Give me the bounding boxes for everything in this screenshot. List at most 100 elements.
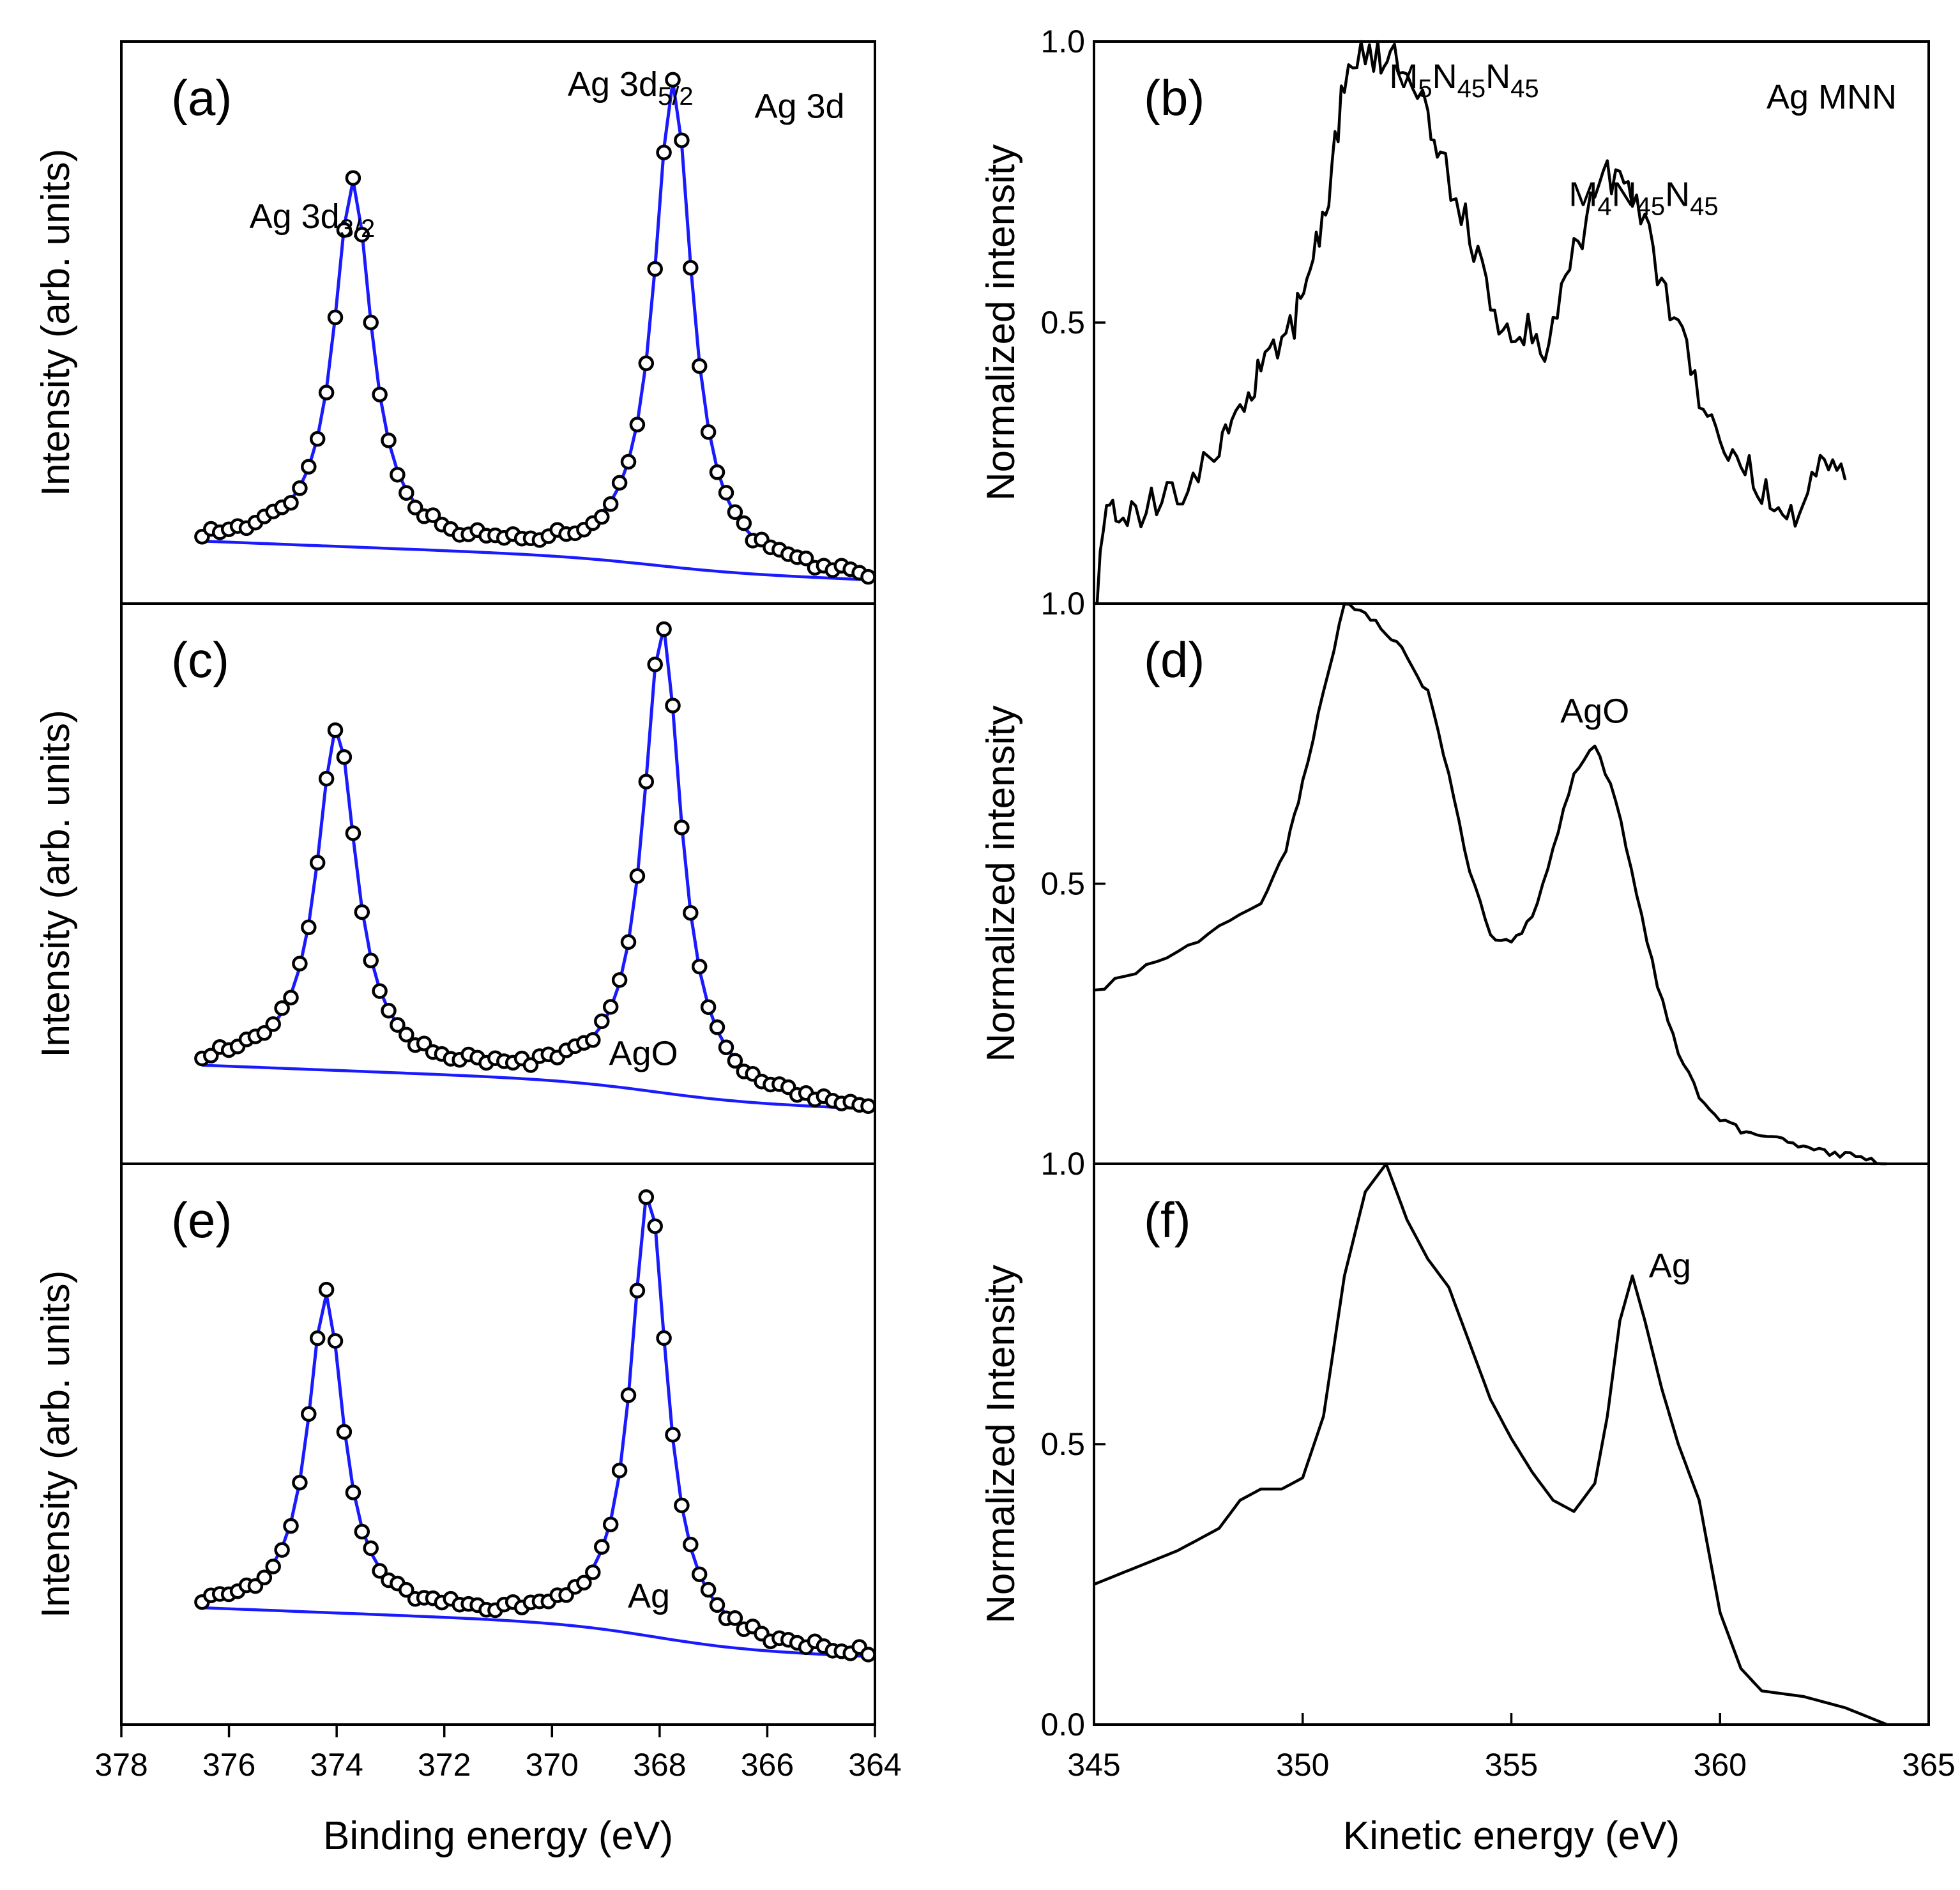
y-tick-label: 0.0 xyxy=(1040,1707,1085,1742)
panel-label: (b) xyxy=(1144,70,1204,126)
data-point xyxy=(638,355,655,372)
x-tick-label: 372 xyxy=(418,1747,471,1783)
panel-label: (d) xyxy=(1144,632,1204,688)
data-point xyxy=(372,1563,388,1579)
data-point xyxy=(274,1542,290,1558)
panel-label: (c) xyxy=(171,632,229,688)
data-point xyxy=(700,999,717,1015)
data-point xyxy=(709,1597,726,1613)
data-point xyxy=(594,1539,610,1555)
x-tick-label: 376 xyxy=(202,1747,255,1783)
label-sub: 4 xyxy=(1597,193,1611,221)
x-tick-label: 364 xyxy=(848,1747,901,1783)
label-sub: 45 xyxy=(1510,75,1539,103)
label-n: N xyxy=(1612,176,1637,214)
panel-a: (a)Intensity (arb. units) Ag 3d3/2Ag 3d5/… xyxy=(34,40,876,605)
label-sub: 45 xyxy=(1690,193,1719,221)
label-sub: 5 xyxy=(1418,75,1432,103)
label-n: N xyxy=(1665,176,1690,214)
data-point xyxy=(292,480,308,496)
data-point xyxy=(700,1581,717,1598)
panel-f: (f) 0.0 0.5 1.0 Normalized Intensity 345 350 35… xyxy=(979,1146,1956,1858)
data-points xyxy=(194,72,876,585)
x-tick-label: 366 xyxy=(741,1747,794,1783)
y-tick-label: 0.5 xyxy=(1040,866,1085,902)
peak-annotation: Ag xyxy=(1649,1247,1691,1285)
spectrum-line xyxy=(1093,1162,1888,1726)
auger-transition-label: M4N45N45 xyxy=(1569,176,1718,221)
data-point xyxy=(399,485,414,501)
data-point xyxy=(620,453,637,470)
data-point xyxy=(363,1540,379,1557)
data-point xyxy=(691,358,708,374)
panel-c: (c) Intensity (arb. units) AgO xyxy=(34,602,876,1165)
spectrum-line xyxy=(1093,602,1887,1166)
data-point xyxy=(683,1536,699,1553)
y-axis-title: Normalized intensity xyxy=(979,705,1023,1062)
y-tick-label: 1.0 xyxy=(1040,586,1085,621)
data-point xyxy=(292,956,308,972)
panel-e: (e) Intensity (arb. units) 378 376 374 372 370… xyxy=(34,1162,902,1858)
data-point xyxy=(718,1039,734,1055)
data-point xyxy=(274,1000,290,1016)
data-point xyxy=(301,919,317,936)
data-point xyxy=(647,656,663,673)
label-sub: 45 xyxy=(1457,75,1486,103)
title-label: Ag MNN xyxy=(1766,78,1897,116)
peak-annotation: AgO xyxy=(1560,692,1629,731)
label-sub: 45 xyxy=(1637,193,1666,221)
data-point xyxy=(629,868,646,884)
panel-frame xyxy=(1093,1162,1930,1726)
panel-frame xyxy=(1093,602,1930,1165)
data-point xyxy=(700,424,717,440)
data-point xyxy=(727,1610,743,1626)
data-point xyxy=(638,1189,655,1205)
label-n: N xyxy=(1485,57,1510,96)
data-point xyxy=(665,72,681,88)
data-point xyxy=(390,1017,406,1033)
envelope-line xyxy=(202,1194,869,1653)
data-point xyxy=(647,1218,663,1234)
data-point xyxy=(318,385,335,400)
panel-d: (d) 0.5 1.0 Normalized intensity AgO xyxy=(979,586,1930,1166)
data-point xyxy=(336,1424,353,1440)
data-point xyxy=(656,144,672,160)
data-point xyxy=(336,222,353,238)
panel-frame xyxy=(120,1162,876,1726)
label-m: M xyxy=(1569,176,1597,214)
annotations: AgO xyxy=(609,1034,678,1072)
y-tick-label: 0.5 xyxy=(1040,1426,1085,1462)
data-point xyxy=(576,1574,592,1591)
data-point xyxy=(665,697,681,713)
data-point xyxy=(336,749,353,765)
data-point xyxy=(522,1057,539,1073)
data-point xyxy=(665,1426,681,1443)
data-point xyxy=(798,550,814,567)
x-tick-label: 365 xyxy=(1902,1747,1955,1783)
background-line xyxy=(202,1606,869,1658)
data-point xyxy=(602,1516,619,1532)
x-tick-label: 368 xyxy=(633,1747,686,1783)
data-point xyxy=(265,1558,281,1574)
data-point xyxy=(611,972,628,988)
data-point xyxy=(860,568,876,585)
data-point xyxy=(611,475,628,491)
x-tick-label: 370 xyxy=(526,1747,579,1783)
data-point xyxy=(602,999,619,1015)
title-label: Ag 3d xyxy=(754,88,844,126)
data-point xyxy=(256,1569,273,1586)
peak-annotation: AgO xyxy=(609,1034,678,1072)
data-point xyxy=(407,499,423,515)
data-point xyxy=(611,1462,628,1479)
background-line xyxy=(202,539,869,581)
peak-label-sub: 3/2 xyxy=(340,215,376,243)
x-tick-label: 378 xyxy=(95,1747,148,1783)
peak-label-3d32: Ag 3d3/2 xyxy=(250,197,376,243)
data-point xyxy=(425,507,441,523)
data-point xyxy=(301,459,317,475)
data-point xyxy=(345,170,361,186)
fit-line xyxy=(202,80,869,574)
data-point xyxy=(585,1564,601,1580)
data-point xyxy=(265,1016,281,1032)
